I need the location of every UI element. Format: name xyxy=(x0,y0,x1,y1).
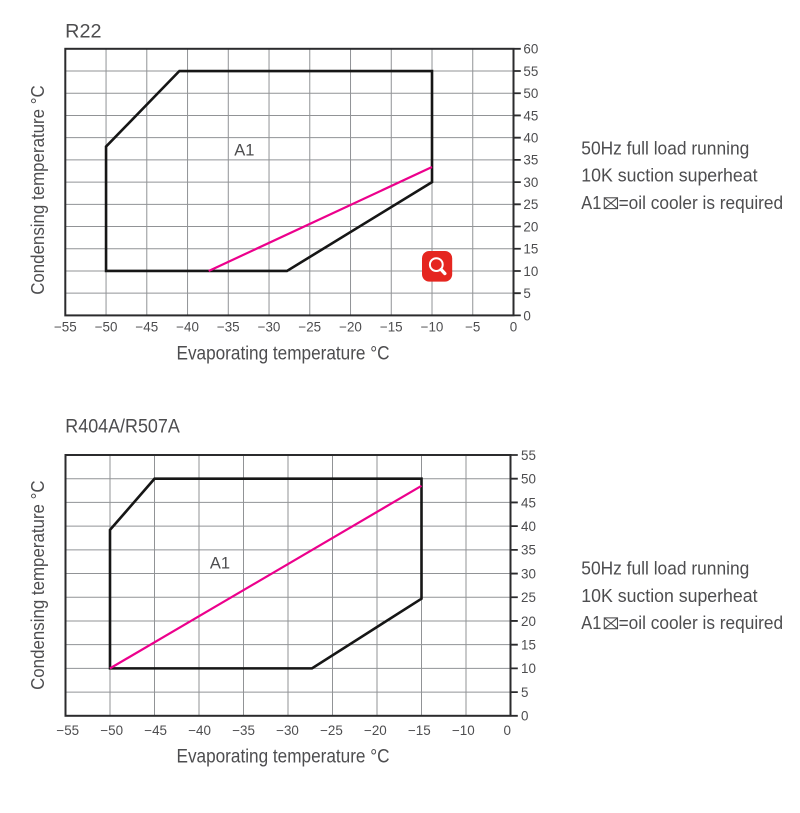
svg-text:Condensing temperature °C: Condensing temperature °C xyxy=(28,85,48,295)
svg-text:35: 35 xyxy=(521,543,536,558)
svg-text:−25: −25 xyxy=(320,723,343,738)
svg-text:Condensing temperature °C: Condensing temperature °C xyxy=(28,480,48,690)
svg-text:−55: −55 xyxy=(56,723,79,738)
svg-text:15: 15 xyxy=(523,242,538,257)
svg-text:30: 30 xyxy=(521,566,536,581)
svg-text:−15: −15 xyxy=(408,723,431,738)
svg-text:A1: A1 xyxy=(581,613,601,633)
svg-text:40: 40 xyxy=(521,519,536,534)
svg-text:−25: −25 xyxy=(298,319,321,334)
svg-text:−45: −45 xyxy=(144,723,167,738)
svg-text:−45: −45 xyxy=(135,319,158,334)
svg-text:25: 25 xyxy=(521,590,536,605)
svg-text:−15: −15 xyxy=(380,319,403,334)
svg-text:0: 0 xyxy=(510,319,517,334)
svg-text:=oil cooler is required: =oil cooler is required xyxy=(619,193,784,213)
svg-text:−30: −30 xyxy=(258,319,281,334)
svg-text:35: 35 xyxy=(523,153,538,168)
svg-text:50Hz full load running: 50Hz full load running xyxy=(581,138,749,158)
svg-text:10: 10 xyxy=(521,661,536,676)
svg-text:0: 0 xyxy=(504,723,511,738)
svg-text:−30: −30 xyxy=(276,723,299,738)
svg-text:A1: A1 xyxy=(210,555,230,573)
svg-text:50: 50 xyxy=(521,472,536,487)
svg-text:40: 40 xyxy=(523,131,538,146)
svg-text:10K suction superheat: 10K suction superheat xyxy=(581,586,757,606)
svg-text:0: 0 xyxy=(523,308,530,323)
svg-text:−40: −40 xyxy=(176,319,199,334)
svg-text:0: 0 xyxy=(521,709,528,724)
svg-text:25: 25 xyxy=(523,197,538,212)
svg-text:−35: −35 xyxy=(232,723,255,738)
svg-text:−40: −40 xyxy=(188,723,211,738)
svg-text:−55: −55 xyxy=(54,319,77,334)
svg-text:−20: −20 xyxy=(339,319,362,334)
svg-text:60: 60 xyxy=(523,42,538,57)
svg-text:55: 55 xyxy=(521,448,536,463)
svg-text:−20: −20 xyxy=(364,723,387,738)
svg-text:−35: −35 xyxy=(217,319,240,334)
svg-text:5: 5 xyxy=(521,685,528,700)
svg-text:5: 5 xyxy=(523,286,530,301)
svg-text:20: 20 xyxy=(523,219,538,234)
svg-text:45: 45 xyxy=(523,108,538,123)
svg-text:−50: −50 xyxy=(95,319,118,334)
svg-text:−50: −50 xyxy=(100,723,123,738)
svg-text:15: 15 xyxy=(521,638,536,653)
svg-text:=oil cooler is required: =oil cooler is required xyxy=(619,613,784,633)
svg-text:55: 55 xyxy=(523,64,538,79)
svg-text:10: 10 xyxy=(523,264,538,279)
svg-text:−10: −10 xyxy=(452,723,475,738)
svg-text:45: 45 xyxy=(521,495,536,510)
svg-text:30: 30 xyxy=(523,175,538,190)
svg-text:50: 50 xyxy=(523,86,538,101)
svg-text:50Hz full load running: 50Hz full load running xyxy=(581,559,749,579)
svg-text:A1: A1 xyxy=(234,141,254,159)
svg-text:A1: A1 xyxy=(581,193,601,213)
svg-text:R22: R22 xyxy=(65,22,101,43)
svg-text:10K suction superheat: 10K suction superheat xyxy=(581,166,757,186)
svg-text:Evaporating temperature °C: Evaporating temperature °C xyxy=(177,747,390,768)
svg-text:Evaporating temperature °C: Evaporating temperature °C xyxy=(177,344,390,365)
svg-text:−5: −5 xyxy=(465,319,480,334)
svg-text:20: 20 xyxy=(521,614,536,629)
svg-text:R404A/R507A: R404A/R507A xyxy=(65,417,180,438)
svg-text:−10: −10 xyxy=(421,319,444,334)
